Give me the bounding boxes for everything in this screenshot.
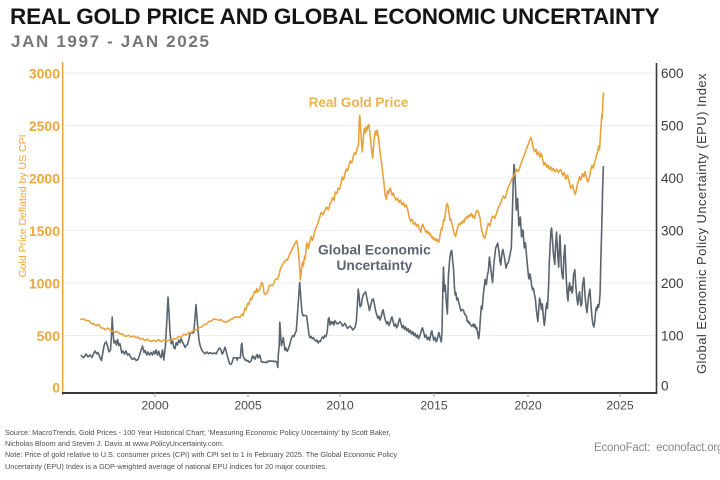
svg-text:2015: 2015 — [420, 399, 448, 413]
svg-text:1000: 1000 — [29, 276, 60, 292]
svg-text:2005: 2005 — [234, 399, 262, 413]
svg-text:Gold Price Deflated by US CPI: Gold Price Deflated by US CPI — [17, 135, 29, 278]
svg-text:3000: 3000 — [29, 66, 60, 82]
svg-text:600: 600 — [661, 66, 684, 81]
svg-text:0: 0 — [661, 379, 669, 394]
svg-text:2500: 2500 — [29, 118, 60, 134]
svg-text:0: 0 — [52, 380, 60, 396]
svg-text:2025: 2025 — [606, 399, 634, 413]
svg-text:200: 200 — [661, 276, 684, 291]
svg-text:2000: 2000 — [29, 171, 60, 187]
svg-text:100: 100 — [661, 329, 684, 344]
svg-text:500: 500 — [661, 119, 684, 134]
svg-text:400: 400 — [661, 171, 684, 186]
svg-text:300: 300 — [661, 224, 684, 239]
svg-text:2000: 2000 — [141, 399, 169, 413]
svg-text:Global Economic Policy Uncerta: Global Economic Policy Uncertainty (EPU)… — [694, 73, 709, 374]
svg-text:Global Economic: Global Economic — [318, 242, 431, 257]
svg-text:1500: 1500 — [29, 223, 60, 239]
svg-text:Uncertainty: Uncertainty — [336, 258, 412, 273]
svg-text:Real Gold Price: Real Gold Price — [309, 95, 409, 110]
svg-text:2010: 2010 — [326, 399, 354, 413]
svg-text:2020: 2020 — [514, 399, 542, 413]
svg-text:500: 500 — [37, 328, 61, 344]
